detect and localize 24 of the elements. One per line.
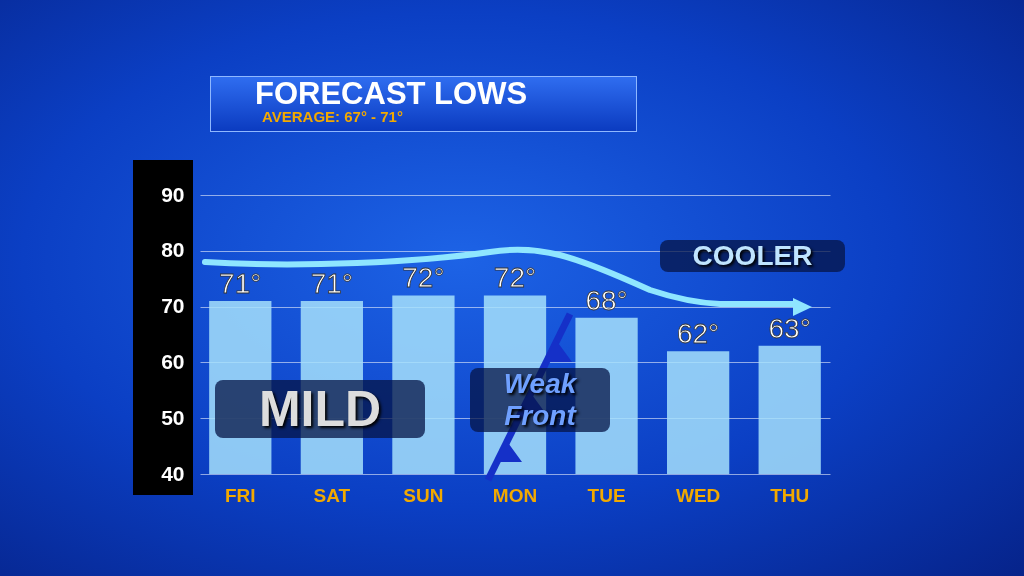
x-tick-label: THU bbox=[770, 484, 810, 506]
data-label: 71° bbox=[310, 268, 354, 300]
x-tick-label: TUE bbox=[587, 484, 626, 506]
y-tick-label: 80 bbox=[161, 238, 185, 262]
x-tick-label: SUN bbox=[403, 484, 444, 506]
y-tick-label: 60 bbox=[161, 349, 185, 373]
annotation: MILD bbox=[215, 380, 425, 438]
annotation: Weak Front bbox=[470, 368, 610, 432]
annotation: COOLER bbox=[660, 240, 845, 272]
chart-subtitle: AVERAGE: 67° - 71° bbox=[262, 108, 403, 125]
x-tick-label: FRI bbox=[224, 484, 256, 506]
x-tick-label: SAT bbox=[313, 484, 351, 506]
data-label: 72° bbox=[402, 262, 445, 294]
data-label: 63° bbox=[768, 312, 811, 344]
x-tick-label: MON bbox=[492, 484, 538, 506]
data-label: 71° bbox=[219, 268, 262, 300]
y-tick-label: 40 bbox=[161, 461, 185, 485]
y-tick-label: 50 bbox=[161, 405, 185, 429]
data-label: 62° bbox=[676, 318, 720, 350]
data-label: 72° bbox=[493, 262, 537, 294]
y-tick-label: 90 bbox=[161, 182, 185, 206]
x-tick-label: WED bbox=[675, 484, 721, 506]
y-tick-label: 70 bbox=[161, 294, 185, 318]
chart-title: FORECAST LOWS bbox=[255, 76, 528, 111]
